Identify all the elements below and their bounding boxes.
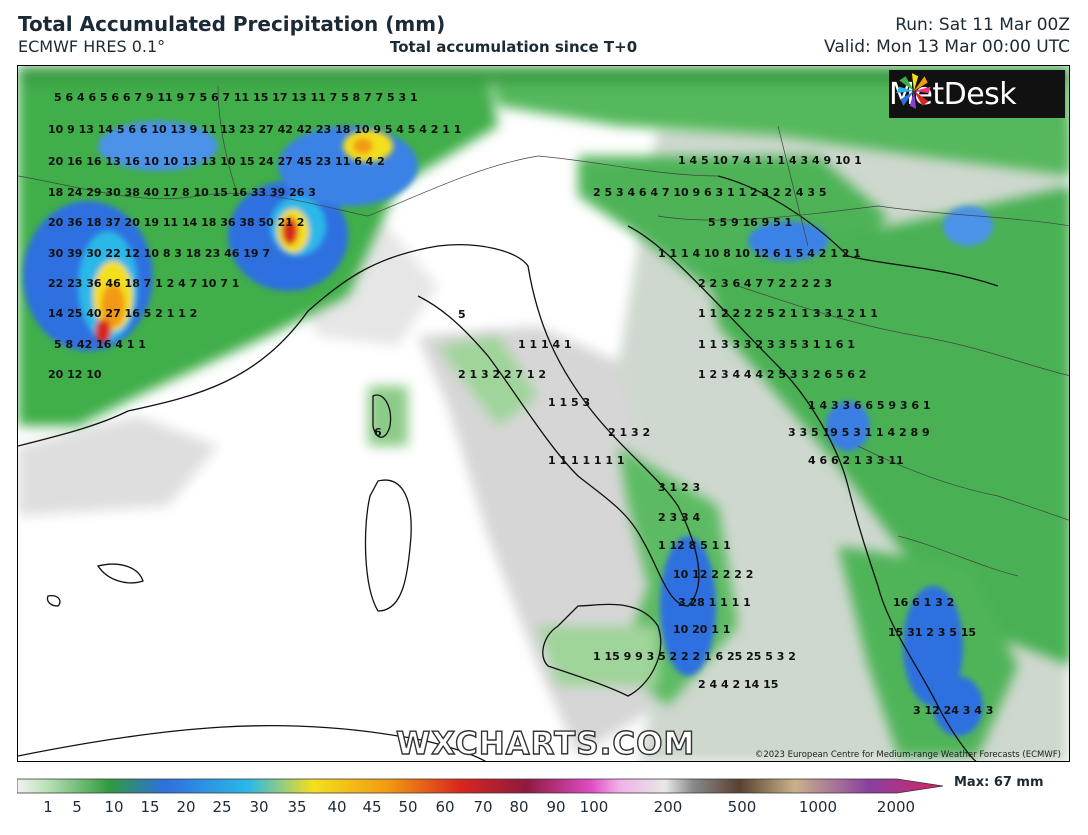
colorbar-tick-label: 35 [287,798,307,816]
svg-text:2 5 3 4 6 4 7 10 9 6 3 1 1 2 3: 2 5 3 4 6 4 7 10 9 6 3 1 1 2 3 2 2 4 3 5 [593,186,827,199]
svg-text:10 12 2 2 2 2: 10 12 2 2 2 2 [673,568,753,581]
svg-text:18 24 29 30 38 40 17 8 10 15 1: 18 24 29 30 38 40 17 8 10 15 16 33 39 26… [48,186,316,199]
chart-title: Total Accumulated Precipitation (mm) [18,12,446,36]
colorbar-tick-label: 100 [579,798,609,816]
coastlines [18,175,999,761]
accumulation-subtitle: Total accumulation since T+0 [390,38,638,56]
svg-text:4 6 6 2 1 3 3 11: 4 6 6 2 1 3 3 11 [808,454,904,467]
run-time: Run: Sat 11 Mar 00Z [895,15,1070,35]
metdesk-star-icon [896,73,931,109]
svg-text:30 39 30 22 12 10 8 3 18 23 46: 30 39 30 22 12 10 8 3 18 23 46 19 7 [48,247,270,260]
colorbar-tick-label: 2000 [876,798,916,816]
svg-text:2 1 3 2: 2 1 3 2 [608,426,650,439]
colorbar-tick-label: 15 [140,798,160,816]
svg-text:5 5 9 16 9 5 1: 5 5 9 16 9 5 1 [708,216,792,229]
svg-text:1 2 3 4 4 4 2 5 3 3 2 6 5 6 2: 1 2 3 4 4 4 2 5 3 3 2 6 5 6 2 [698,368,866,381]
model-name: ECMWF HRES 0.1° [18,37,166,56]
svg-text:10 9 13 14 5 6 6 10 13 9 11 13: 10 9 13 14 5 6 6 10 13 9 11 13 23 27 42 … [48,123,461,136]
metdesk-logo: MetDesk [889,70,1065,118]
colorbar-tick-label: 20 [176,798,196,816]
colorbar-tick-label: 45 [362,798,382,816]
colorbar-tick-label: 70 [473,798,493,816]
svg-text:5 8 42 16 4 1 1: 5 8 42 16 4 1 1 [54,338,146,351]
svg-text:5: 5 [458,308,466,321]
colorbar-tick-label: 10 [104,798,124,816]
svg-text:22 23 36 46 18 7 1 2 4 7 10 7: 22 23 36 46 18 7 1 2 4 7 10 7 1 [48,277,239,290]
max-value-label: Max: 67 mm [954,775,1044,790]
precipitation-map: 5 6 4 6 5 6 6 7 9 11 9 7 5 6 7 11 15 17 … [17,65,1070,762]
colorbar-tick-label: 80 [509,798,529,816]
colorbar-tick-label: 90 [546,798,566,816]
svg-text:1 1 1 1 1 1 1: 1 1 1 1 1 1 1 [548,454,625,467]
svg-text:1 4 3 3 6 6 5 9 3 6 1: 1 4 3 3 6 6 5 9 3 6 1 [808,399,931,412]
svg-text:14 25 40 27 16 5 2 1 1 2: 14 25 40 27 16 5 2 1 1 2 [48,307,197,320]
svg-text:20 16 16 13 16 10 10 13 13 10: 20 16 16 13 16 10 10 13 13 10 15 24 27 4… [48,155,385,168]
svg-text:16 6 1 3 2: 16 6 1 3 2 [893,596,954,609]
svg-text:15 31 2 3 5 15: 15 31 2 3 5 15 [888,626,976,639]
copyright-note: ©2023 European Centre for Medium-range W… [754,750,1061,760]
svg-text:1 1 1 4 10 8 10 12 6 1 5 4 2 1: 1 1 1 4 10 8 10 12 6 1 5 4 2 1 2 1 [658,247,861,260]
svg-text:3 1 2 3: 3 1 2 3 [658,481,700,494]
watermark: WXCHARTS.COM [395,725,696,762]
extreme-precip-cores [78,130,393,343]
precip-colorbar [17,778,944,794]
svg-text:3 28 1 1 1 1: 3 28 1 1 1 1 [678,596,751,609]
colorbar-tick-label: 50 [398,798,418,816]
colorbar-tick-label: 500 [727,798,757,816]
colorbar-ticks: 1 5 10 15 20 25 30 35 40 45 50 60 70 80 90 100 200 500 100… [0,798,1088,822]
map-canvas: 5 6 4 6 5 6 6 7 9 11 9 7 5 6 7 11 15 17 … [18,66,1069,761]
svg-text:2 1 3 2 2 7 1 2: 2 1 3 2 2 7 1 2 [458,368,546,381]
svg-text:3 3 5 19 5 3 1 1 4 2 8 9: 3 3 5 19 5 3 1 1 4 2 8 9 [788,426,930,439]
valid-time: Valid: Mon 13 Mar 00:00 UTC [824,37,1070,57]
country-borders [18,85,1069,577]
colorbar-tick-label: 25 [212,798,232,816]
svg-text:10 20 1 1: 10 20 1 1 [673,623,730,636]
svg-text:2 4 4 2 14 15: 2 4 4 2 14 15 [698,678,778,691]
colorbar-tick-label: 60 [435,798,455,816]
svg-text:3 12 24 3 4 3: 3 12 24 3 4 3 [913,704,993,717]
svg-text:1 15 9 9 3 5 2 2 2 1 6 25 25 5: 1 15 9 9 3 5 2 2 2 1 6 25 25 5 3 2 [593,650,796,663]
svg-text:6: 6 [374,426,382,439]
colorbar-tick-label: 1 [43,798,53,816]
svg-text:1 1 5 3: 1 1 5 3 [548,396,590,409]
svg-text:2 3 3 4: 2 3 3 4 [658,511,700,524]
svg-text:20 12 10: 20 12 10 [48,368,102,381]
svg-text:2 2 3 6 4 7 7 2 2 2 2 3: 2 2 3 6 4 7 7 2 2 2 2 3 [698,277,832,290]
svg-text:1 1 3 3 3 2 3 3 5 3 1 1 6 1: 1 1 3 3 3 2 3 3 5 3 1 1 6 1 [698,338,855,351]
svg-text:1 1 1 4 1: 1 1 1 4 1 [518,338,572,351]
colorbar-tick-label: 1000 [798,798,838,816]
colorbar-tick-label: 200 [653,798,683,816]
svg-text:1 12 8 5 1 1: 1 12 8 5 1 1 [658,539,731,552]
precip-value-labels: 5 6 4 6 5 6 6 7 9 11 9 7 5 6 7 11 15 17 … [48,91,993,717]
svg-text:1 4 5 10 7 4 1 1 1 4 3 4 9 10: 1 4 5 10 7 4 1 1 1 4 3 4 9 10 1 [678,154,862,167]
svg-text:5 6 4 6 5 6 6 7 9 11 9 7 5 6 7: 5 6 4 6 5 6 6 7 9 11 9 7 5 6 7 11 15 17 … [54,91,418,104]
colorbar-tick-label: 5 [72,798,82,816]
colorbar-tick-label: 30 [249,798,269,816]
colorbar-tick-label: 40 [327,798,347,816]
svg-text:20 36 18 37 20 19 11 14 18 36: 20 36 18 37 20 19 11 14 18 36 38 50 21 2 [48,216,304,229]
svg-text:1 1 2 2 2 2 5 2 1 1 3 3 1 2 1: 1 1 2 2 2 2 5 2 1 1 3 3 1 2 1 1 [698,307,878,320]
